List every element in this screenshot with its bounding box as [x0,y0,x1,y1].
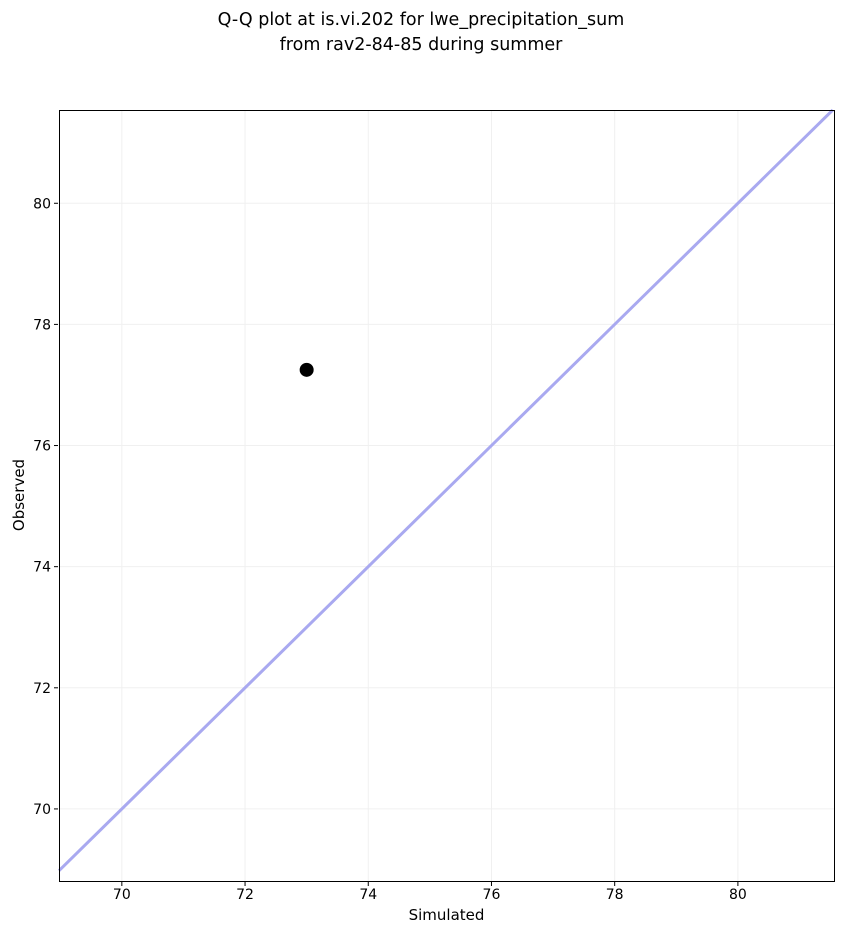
y-tick-label: 76 [33,439,51,455]
chart-title-line2: from rav2-84-85 during summer [279,34,563,55]
x-tick-label: 74 [359,887,377,903]
identity-line [57,108,834,872]
x-axis-label: Simulated [408,906,485,924]
y-axis-label: Observed [10,458,28,532]
y-tick-label: 72 [33,681,51,697]
x-tick-label: 72 [236,887,254,903]
data-point [299,362,314,377]
x-tick-label: 80 [729,887,747,903]
y-tick-label: 70 [33,802,51,818]
y-tick-label: 80 [33,196,51,212]
axes-spines [59,110,835,882]
x-tick-label: 76 [483,887,501,903]
y-tick-label: 74 [33,560,51,576]
x-tick-label: 70 [113,887,131,903]
chart-title: Q-Q plot at is.vi.202 for lwe_precipitat… [0,8,842,57]
x-tick-label: 78 [606,887,624,903]
chart-title-line1: Q-Q plot at is.vi.202 for lwe_precipitat… [217,10,625,30]
y-tick-label: 78 [33,317,51,333]
